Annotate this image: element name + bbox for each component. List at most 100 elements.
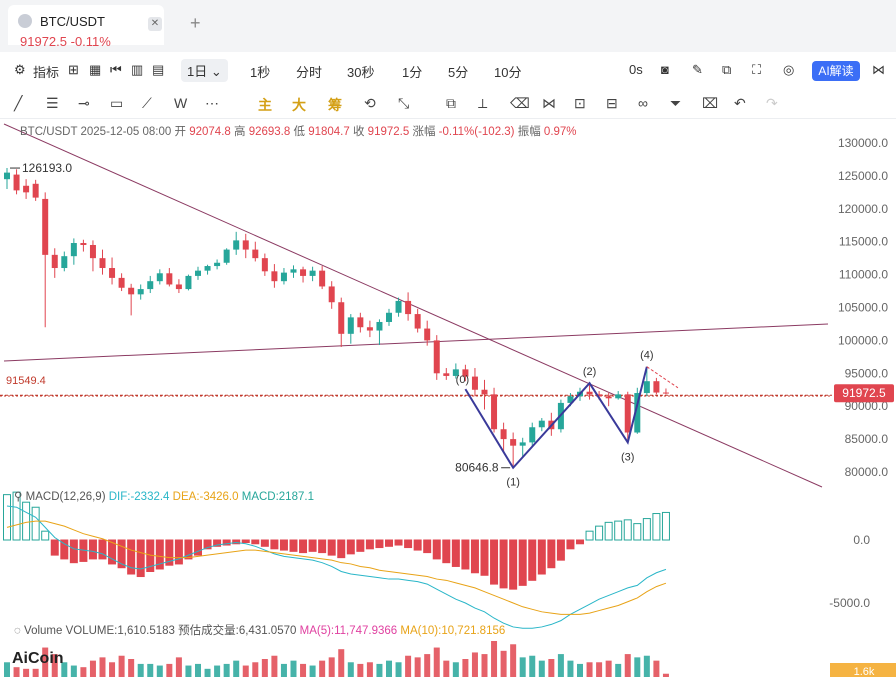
redo-icon[interactable]: ↷ [766, 95, 778, 111]
rewind-icon[interactable]: ⏮ [110, 62, 122, 77]
candle-body [80, 243, 87, 245]
chip-toggle[interactable]: 筹 [328, 97, 342, 113]
wave-tool-icon[interactable]: W [174, 95, 188, 111]
volume-bar [634, 657, 641, 677]
volume-bar [4, 662, 10, 677]
link-icon[interactable]: ∞ [638, 95, 648, 111]
candle-body [156, 273, 163, 282]
more-tools-icon[interactable]: ⋯ [205, 95, 219, 111]
interval-item[interactable]: 1分 [402, 65, 423, 80]
candle-body [643, 381, 650, 394]
volume-bar [424, 654, 431, 677]
macd-bar [595, 525, 604, 541]
hline-tool-icon[interactable]: ☰ [46, 95, 59, 111]
interval-active[interactable]: 1日 ⌄ [181, 59, 228, 82]
macd-bar [251, 539, 260, 545]
volume-bar [557, 654, 564, 677]
macd-bar [184, 539, 193, 560]
compare-icon[interactable]: ⊞ [68, 62, 79, 77]
volume-bar [662, 673, 669, 677]
brush-tool-icon[interactable]: ⟋ [142, 95, 152, 111]
macd-bar [136, 539, 145, 578]
macd-bar [232, 539, 241, 545]
trendline-tool-icon[interactable]: ╱ [14, 95, 23, 111]
main-chart-toggle[interactable]: 主 [258, 97, 272, 113]
candle-body [109, 268, 116, 278]
macd-bar [289, 539, 298, 552]
ruler-icon[interactable]: ⟂ [478, 95, 488, 111]
filter-icon[interactable]: ⏷ [670, 95, 682, 111]
candle-body [70, 243, 77, 257]
rect-tool-icon[interactable]: ▭ [110, 95, 124, 111]
interval-item[interactable]: 10分 [494, 65, 522, 80]
volume-bar [242, 665, 249, 677]
ray-tool-icon[interactable]: ⊸ [78, 95, 90, 111]
layout-icon[interactable]: ▦ [89, 62, 102, 77]
big-order-toggle[interactable]: 大 [292, 97, 306, 113]
eye-icon[interactable]: ◌ [14, 625, 21, 637]
price-tick-label: 90000.0 [845, 399, 889, 413]
volume-axis-label: 1.6k [854, 666, 875, 677]
tab-title: BTC/USDT [40, 14, 105, 29]
close-icon[interactable]: ✕ [148, 17, 162, 31]
eraser-icon[interactable]: ⌫ [510, 95, 530, 111]
timeframe-toolbar: ⚙ 指标 ⊞ ▦ ⏮ ▥ ▤ 1日 ⌄ 1秒 分时 30秒 1分 5分 10分 … [0, 56, 896, 86]
price-tick-label: 130000.0 [838, 136, 888, 150]
pencil-icon[interactable]: ✎ [692, 62, 703, 77]
candle-body [147, 281, 154, 290]
projection-arrow [646, 366, 679, 389]
volume-bar [185, 665, 192, 677]
camera-icon[interactable]: ◙ [661, 62, 669, 77]
candle-body [366, 327, 373, 331]
candle-body [529, 427, 536, 443]
candle-type-icon[interactable]: ▥ [131, 62, 144, 77]
share-icon[interactable]: ⋈ [872, 62, 885, 77]
interval-item[interactable]: 5分 [448, 65, 469, 80]
volume-bar [147, 663, 154, 677]
hide-icon[interactable]: ⋈ [542, 95, 556, 111]
interval-item[interactable]: 1秒 [250, 65, 271, 80]
alert-icon[interactable]: ⧉ [722, 62, 732, 77]
wave-label: (4) [640, 350, 653, 362]
measure-icon[interactable]: ⤡ [398, 95, 410, 111]
macd-axis-label: 0.0 [853, 533, 870, 547]
volume-bar [204, 668, 211, 677]
candle-body [481, 389, 488, 395]
copy-icon[interactable]: ⧉ [446, 95, 456, 111]
ai-analysis-button[interactable]: AI解读 [812, 61, 860, 81]
countdown: 0s [629, 62, 643, 77]
candle-body [319, 270, 326, 287]
candle-body [204, 266, 211, 271]
magnet-icon[interactable]: ⟲ [364, 95, 376, 111]
volume-bar [128, 659, 135, 677]
fullscreen-icon[interactable]: ⛶ [752, 62, 762, 77]
lock-icon[interactable]: ⊡ [574, 95, 586, 111]
interval-item[interactable]: 30秒 [347, 65, 375, 80]
interval-item[interactable]: 分时 [296, 65, 323, 80]
trash-icon[interactable]: ⌧ [702, 95, 719, 111]
settings-icon[interactable]: ▤ [152, 62, 165, 77]
volume-bar [586, 662, 593, 677]
macd-bar [318, 539, 327, 554]
macd-bar [41, 530, 50, 541]
macd-bar [566, 539, 575, 550]
macd-bar [3, 494, 11, 541]
indicator-icon[interactable]: ⚙ [14, 62, 26, 77]
macd-bar [499, 539, 508, 589]
undo-icon[interactable]: ↶ [734, 95, 746, 111]
wave-label: (2) [583, 366, 596, 378]
candle-body [13, 174, 20, 191]
symbol-tab[interactable]: BTC/USDT 91972.5 -0.11% ✕ [8, 5, 164, 49]
volume-bar [596, 662, 603, 677]
high-annotation: 126193.0 [22, 161, 72, 175]
bell-icon[interactable]: ⚲ [14, 491, 23, 503]
volume-bar [462, 659, 469, 677]
template-icon[interactable]: ⊟ [606, 95, 618, 111]
volume-legend: ◌ Volume VOLUME:1,610.5183 预估成交量:6,431.0… [14, 625, 506, 637]
add-tab-icon[interactable]: + [190, 13, 201, 33]
theme-icon[interactable]: ◎ [783, 62, 795, 77]
indicator-button[interactable]: 指标 [33, 65, 60, 80]
price-tick-label: 115000.0 [839, 235, 888, 249]
macd-bar [356, 539, 365, 552]
